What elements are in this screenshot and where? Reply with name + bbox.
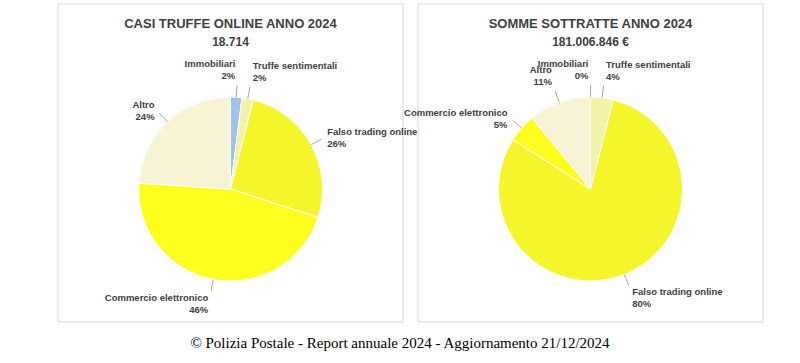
- data-label: 26%: [327, 138, 347, 149]
- slice-category: Commercio elettronico: [404, 107, 508, 118]
- leader-line: [159, 113, 167, 122]
- chart-subtitle: 181.006.846 €: [552, 35, 629, 49]
- slices: [139, 97, 323, 281]
- slice-category: Truffe sentimentali: [606, 59, 690, 70]
- chart-title: SOMME SOTTRATTE ANNO 2024: [489, 16, 693, 31]
- data-label: 80%: [632, 298, 652, 309]
- panel-frame: [418, 4, 763, 322]
- leader-line: [512, 120, 521, 128]
- leader-line: [311, 139, 322, 145]
- slices: [499, 97, 683, 281]
- leader-line: [236, 85, 238, 97]
- data-label: 46%: [189, 304, 209, 315]
- panel-frame: [58, 4, 403, 322]
- slice-category: Altro: [132, 99, 154, 110]
- leader-line: [624, 275, 628, 286]
- slice-category: Altro: [530, 64, 552, 75]
- slice-category: Falso trading online: [327, 126, 417, 137]
- data-labels: Immobiliari2%Truffe sentimentali2%Falso …: [105, 58, 418, 315]
- data-label: 0%: [575, 70, 589, 81]
- slice-category: Falso trading online: [632, 286, 722, 297]
- pie-panel: SOMME SOTTRATTE ANNO 2024181.006.846 €Im…: [404, 4, 763, 322]
- leader-line: [555, 91, 559, 102]
- pie-slice: [139, 183, 318, 281]
- data-label: 11%: [533, 76, 552, 87]
- data-label: 2%: [222, 70, 236, 81]
- caption: © Polizia Postale - Report annuale 2024 …: [190, 335, 610, 351]
- data-label: 24%: [136, 111, 156, 122]
- leader-line: [590, 85, 591, 97]
- data-labels: Immobiliari0%Truffe sentimentali4%Falso …: [404, 58, 723, 309]
- slice-category: Immobiliari: [185, 58, 236, 69]
- data-label: 5%: [494, 119, 508, 130]
- leader-line: [211, 279, 213, 291]
- chart-subtitle: 18.714: [212, 35, 249, 49]
- chart-canvas: CASI TRUFFE ONLINE ANNO 2024 18.714 Immobi…: [0, 0, 800, 363]
- data-label: 4%: [606, 71, 620, 82]
- slice-category: Truffe sentimentali: [253, 60, 337, 71]
- leader-line: [248, 87, 250, 99]
- slice-category: Commercio elettronico: [105, 292, 209, 303]
- pie-slice: [532, 97, 591, 189]
- pie-panel: CASI TRUFFE ONLINE ANNO 2024 18.714 Immobi…: [58, 4, 417, 322]
- chart-title: CASI TRUFFE ONLINE ANNO 2024: [124, 16, 337, 31]
- leader-line: [602, 86, 604, 98]
- data-label: 2%: [253, 72, 267, 83]
